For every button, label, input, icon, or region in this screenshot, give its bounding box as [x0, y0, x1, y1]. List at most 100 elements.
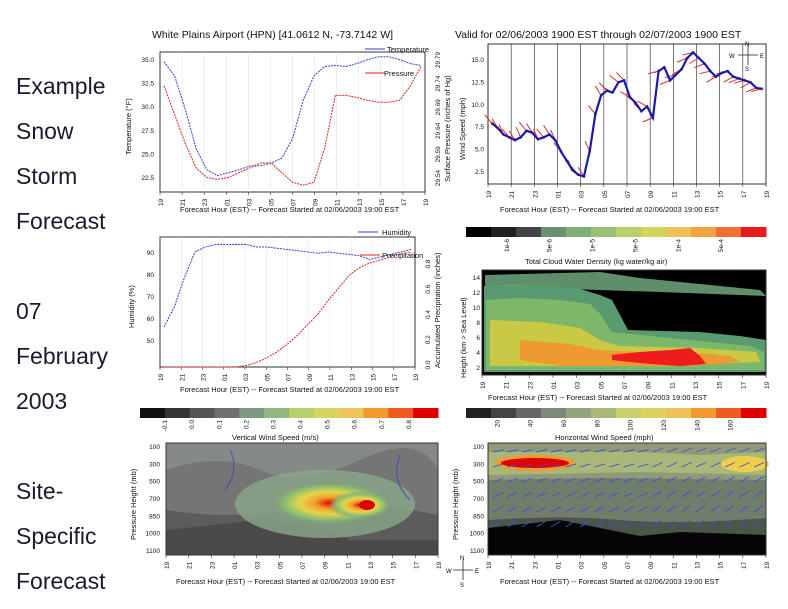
- y-tick-label: 2: [476, 365, 480, 372]
- cloud-layer-upper: [485, 272, 766, 300]
- x-tick-label: 21: [179, 373, 186, 381]
- wind-vector: [565, 449, 577, 453]
- wind-vector: [623, 520, 634, 528]
- colorbar-tick-label: 140: [694, 420, 701, 431]
- wind-vector: [652, 505, 662, 513]
- y-tick-label: 10.0: [471, 102, 484, 109]
- x-tick-label: 03: [255, 561, 262, 569]
- x-tick-label: 05: [602, 561, 609, 569]
- wind-vector: [739, 519, 749, 528]
- wind-vector: [753, 505, 764, 513]
- temperature-series: [163, 56, 422, 177]
- x-tick-label: 01: [232, 561, 239, 569]
- wind-ylabel: Wind Speed (mph): [458, 97, 467, 160]
- x-tick-label: 11: [671, 191, 678, 198]
- x-tick-label: 07: [291, 198, 298, 206]
- x-tick-label: 09: [323, 561, 330, 569]
- wind-vector: [652, 462, 663, 468]
- colorbar-tick-label: 0.1: [216, 420, 223, 429]
- colorbar-cell: [264, 408, 290, 418]
- wind-barb: [543, 124, 550, 135]
- cloud-ylabel: Height (km > Sea Level): [459, 297, 468, 378]
- wind-barb: [728, 78, 740, 84]
- y-tick-label: 100: [473, 444, 484, 451]
- temp-ylabel: Temperature (°F): [124, 98, 133, 155]
- colorbar-tick-label: 60: [561, 420, 568, 428]
- wind-vector: [710, 505, 720, 513]
- xlabel: Forecast Hour (EST) -- Forecast Started …: [176, 577, 396, 586]
- caption-line: Site-: [16, 478, 64, 504]
- wind-vector: [507, 506, 518, 513]
- y-tick-label: 0.6: [425, 284, 432, 293]
- wind-vector: [594, 477, 605, 483]
- wind-vector: [623, 492, 634, 498]
- x-tick-label: 23: [532, 561, 539, 569]
- y-tick-label: 1100: [470, 548, 484, 555]
- x-tick-label: 07: [625, 561, 632, 569]
- colorbar-cell: [466, 408, 492, 418]
- wind-vector: [550, 477, 562, 483]
- x-tick-label: 09: [648, 190, 655, 198]
- wind-vector: [753, 462, 765, 468]
- compass-e: E: [475, 569, 479, 575]
- colorbar-tick-label: 0.7: [379, 420, 386, 429]
- y-tick-label: 29.64: [435, 122, 442, 139]
- wind-vector: [550, 492, 562, 498]
- y-tick-label: 29.59: [435, 146, 442, 163]
- wind-vector: [521, 520, 532, 528]
- wind-vector: [507, 520, 518, 528]
- caption-line: Storm: [16, 163, 78, 189]
- legend-humidity: Humidity: [382, 228, 411, 237]
- wind-vector: [637, 463, 649, 468]
- colorbar-cell: [388, 408, 414, 418]
- wind-vector: [594, 520, 605, 528]
- x-tick-label: 19: [436, 561, 443, 569]
- x-tick-label: 13: [693, 381, 700, 389]
- colorbar-cell: [338, 408, 364, 418]
- wind-vector: [724, 447, 736, 453]
- wind-vector: [724, 462, 736, 468]
- y-tick-label: 0.8: [425, 259, 432, 268]
- caption-line: 2003: [16, 388, 68, 414]
- colorbar-cell: [214, 408, 240, 418]
- colorbar-tick-label: 0.4: [298, 420, 305, 429]
- x-tick-label: 05: [598, 381, 605, 389]
- colorbar-tick-label: 120: [661, 420, 668, 431]
- wind-vector: [492, 463, 504, 468]
- wind-barb: [587, 105, 596, 115]
- colorbar-tick-label: 1e-4: [675, 239, 682, 252]
- x-tick-label: 19: [480, 381, 487, 389]
- wind-vector: [550, 506, 561, 513]
- x-tick-label: 15: [718, 561, 725, 569]
- colorbar-tick-label: 0.6: [352, 420, 359, 429]
- colorbar-cell: [691, 408, 717, 418]
- wind-vector: [565, 492, 576, 498]
- x-tick-label: 11: [671, 562, 678, 569]
- xlabel: Forecast Hour (EST) -- Forecast Started …: [488, 393, 708, 402]
- colorbar-cell: [541, 227, 567, 237]
- wind-vector: [739, 462, 750, 468]
- wind-barb: [745, 87, 757, 93]
- wind-barb: [642, 117, 654, 123]
- wind-vector: [695, 505, 706, 513]
- wind-vector: [652, 447, 663, 453]
- colorbar-cell: [566, 227, 592, 237]
- x-tick-label: 13: [695, 561, 702, 569]
- colorbar-cell: [716, 227, 742, 237]
- wind-vector: [594, 492, 605, 498]
- y-tick-label: 0.0: [425, 360, 432, 369]
- horizontal-wind-panel: 20 40 60 80 100 120 140 160 Horizontal Wind Spe…: [446, 408, 771, 589]
- pressure-series: [163, 66, 422, 186]
- wind-vector: [681, 505, 691, 513]
- x-tick-label: 11: [345, 562, 352, 569]
- y-tick-label: 4: [476, 350, 480, 357]
- colorbar-tick-label: 80: [594, 420, 601, 428]
- wind-barb: [484, 114, 493, 124]
- x-tick-label: 21: [187, 561, 194, 569]
- x-tick-label: 01: [551, 381, 558, 389]
- wind-vector: [536, 449, 548, 453]
- wind-barb: [536, 128, 545, 138]
- x-tick-label: 23: [201, 373, 208, 381]
- x-tick-label: 01: [222, 373, 229, 381]
- y-tick-label: 700: [473, 496, 484, 503]
